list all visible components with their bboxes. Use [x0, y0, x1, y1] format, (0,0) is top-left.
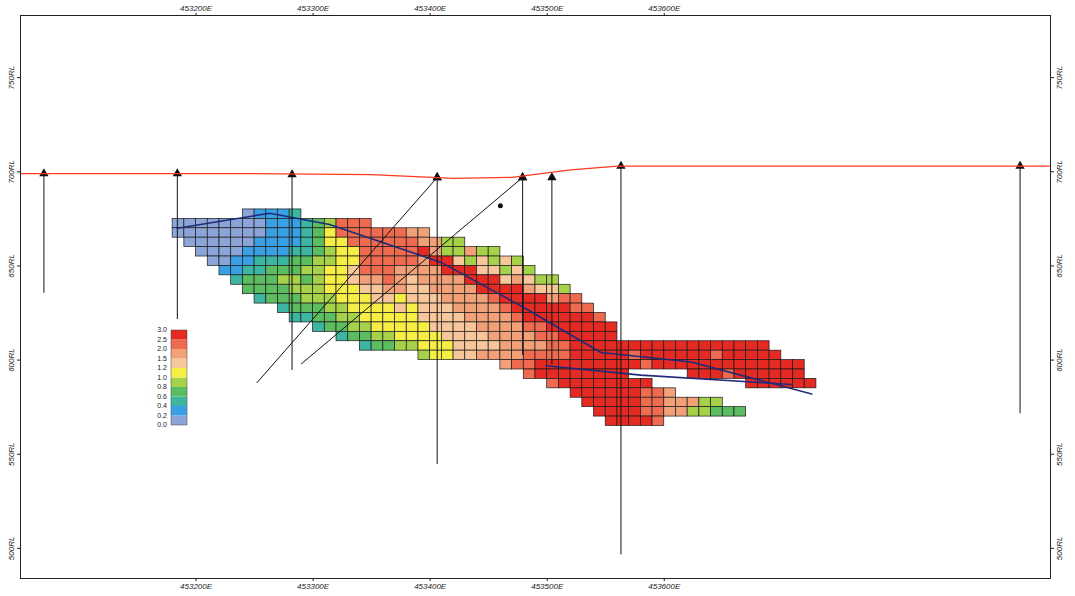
svg-text:700RL: 700RL	[1055, 160, 1064, 184]
svg-text:500RL: 500RL	[7, 537, 16, 561]
svg-text:650RL: 650RL	[1055, 254, 1064, 278]
svg-text:1.2: 1.2	[157, 364, 167, 371]
svg-text:750RL: 750RL	[7, 66, 16, 90]
svg-text:550RL: 550RL	[1055, 442, 1064, 466]
svg-text:600RL: 600RL	[7, 348, 16, 372]
svg-text:453600E: 453600E	[648, 582, 681, 591]
svg-text:550RL: 550RL	[7, 442, 16, 466]
svg-text:650RL: 650RL	[7, 254, 16, 278]
svg-text:453500E: 453500E	[531, 582, 564, 591]
svg-text:453500E: 453500E	[531, 4, 564, 13]
svg-text:700RL: 700RL	[7, 160, 16, 184]
svg-text:2.0: 2.0	[157, 345, 167, 352]
svg-text:1.0: 1.0	[157, 374, 167, 381]
svg-text:0.2: 0.2	[157, 412, 167, 419]
svg-text:0.6: 0.6	[157, 393, 167, 400]
svg-text:453200E: 453200E	[180, 582, 213, 591]
svg-text:453600E: 453600E	[648, 4, 681, 13]
svg-text:453300E: 453300E	[297, 4, 330, 13]
svg-text:0.4: 0.4	[157, 402, 167, 409]
svg-text:600RL: 600RL	[1055, 348, 1064, 372]
svg-text:0.8: 0.8	[157, 383, 167, 390]
svg-text:0.0: 0.0	[157, 421, 167, 428]
svg-text:1.5: 1.5	[157, 355, 167, 362]
svg-text:453400E: 453400E	[414, 4, 447, 13]
svg-text:3.0: 3.0	[157, 326, 167, 333]
svg-text:2.5: 2.5	[157, 336, 167, 343]
svg-text:453400E: 453400E	[414, 582, 447, 591]
svg-text:500RL: 500RL	[1055, 537, 1064, 561]
svg-text:453300E: 453300E	[297, 582, 330, 591]
svg-text:750RL: 750RL	[1055, 66, 1064, 90]
svg-text:453200E: 453200E	[180, 4, 213, 13]
